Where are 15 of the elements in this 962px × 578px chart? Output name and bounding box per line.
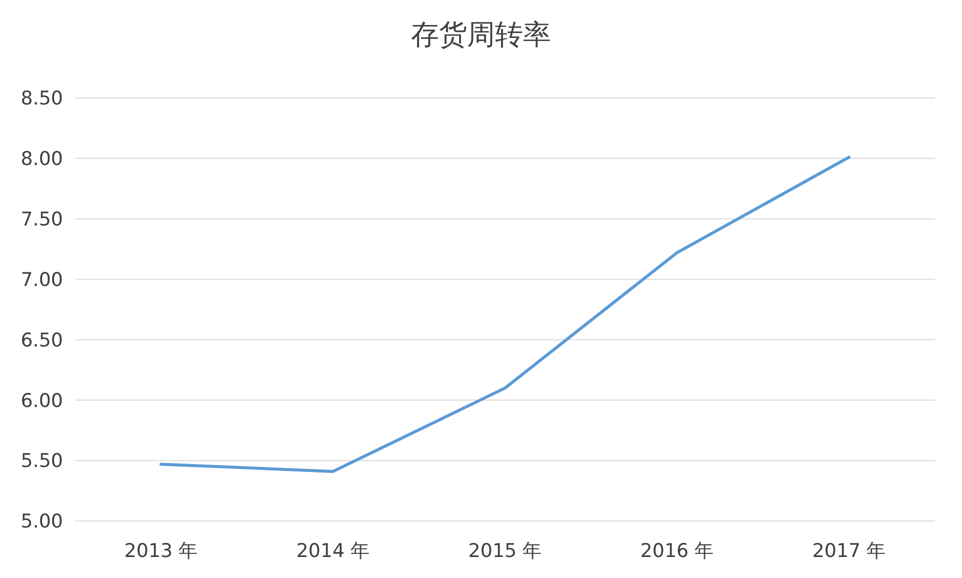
y-tick-label: 6.50	[20, 329, 63, 352]
y-tick-label: 8.50	[20, 88, 63, 110]
line-series	[160, 156, 850, 473]
chart-title: 存货周转率	[411, 18, 551, 51]
y-tick-label: 7.50	[20, 208, 63, 231]
y-tick-label: 8.00	[20, 148, 63, 170]
y-tick-label: 5.00	[20, 510, 63, 533]
x-tick-label: 2013 年	[124, 540, 198, 562]
y-tick-label: 5.50	[20, 450, 63, 472]
x-tick-label: 2016 年	[640, 540, 714, 562]
x-tick-label: 2017 年	[812, 540, 886, 562]
x-tick-label: 2015 年	[468, 540, 542, 562]
x-tick-label: 2014 年	[296, 540, 370, 562]
y-tick-label: 6.00	[20, 390, 63, 412]
y-tick-label: 7.00	[20, 268, 63, 291]
